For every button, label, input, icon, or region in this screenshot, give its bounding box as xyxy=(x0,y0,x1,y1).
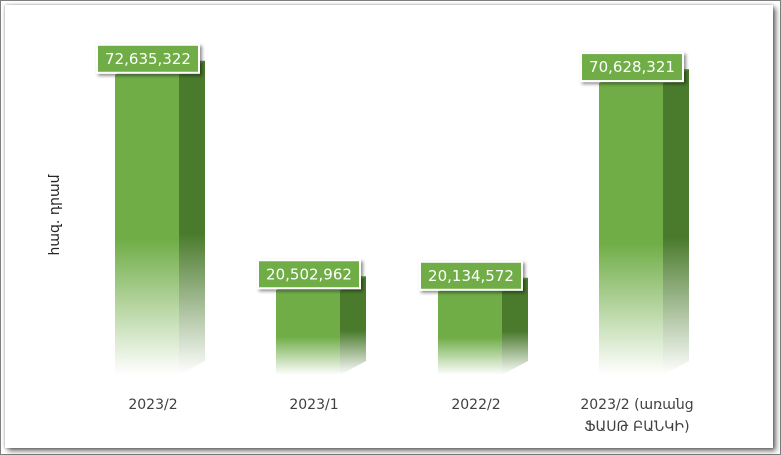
bar-front-2 xyxy=(276,290,340,375)
x-tick-label-3: 2022/2 xyxy=(451,397,500,413)
x-tick-line: 2022/2 xyxy=(451,397,500,413)
data-label-text-1: 72,635,322 xyxy=(105,50,191,68)
data-label-4: 70,628,321 xyxy=(580,52,684,83)
chart-area: հազ. դրամ 72,635,322 20,502,962 20,134,572… xyxy=(5,5,773,448)
x-tick-label-4: 2023/2 (առանց ՖԱՍԹ ԲԱՆԿԻ) xyxy=(580,397,693,435)
bar-side-4 xyxy=(663,69,689,375)
x-tick-label-2: 2023/1 xyxy=(289,397,338,413)
bars-group xyxy=(115,60,689,376)
data-label-3: 20,134,572 xyxy=(419,260,523,291)
data-label-text-4: 70,628,321 xyxy=(589,58,675,76)
data-label-box-1 xyxy=(96,43,200,74)
data-label-2: 20,502,962 xyxy=(257,259,361,290)
x-tick-line: 2023/2 (առանց xyxy=(580,397,693,413)
x-tick-labels-group: 2023/2 2023/1 2022/2 2023/2 (առանց ՖԱՍԹ ԲԱՆԿ… xyxy=(128,397,693,435)
bar-side-1 xyxy=(179,60,205,376)
y-axis-label: հազ. դրամ xyxy=(47,173,63,255)
bar-3 xyxy=(438,277,528,375)
x-tick-label-1: 2023/2 xyxy=(128,397,177,413)
data-labels-group: 72,635,322 20,502,962 20,134,572 70,628,321 xyxy=(96,43,684,291)
x-tick-line: 2023/1 xyxy=(289,397,338,413)
data-label-text-2: 20,502,962 xyxy=(266,265,352,283)
bar-1 xyxy=(115,60,205,376)
bar-side-3 xyxy=(502,277,528,375)
bar-side-2 xyxy=(340,276,366,375)
data-label-text-3: 20,134,572 xyxy=(428,267,514,285)
bar-front-1 xyxy=(115,74,179,376)
data-label-box-4 xyxy=(580,52,684,83)
bar-2 xyxy=(276,276,366,375)
x-tick-line: 2023/2 xyxy=(128,397,177,413)
bar-front-3 xyxy=(438,291,502,375)
bar-4 xyxy=(599,69,689,375)
data-label-1: 72,635,322 xyxy=(96,43,200,74)
bar-front-4 xyxy=(599,83,663,375)
data-label-box-2 xyxy=(257,259,361,290)
data-label-box-3 xyxy=(419,260,523,291)
x-tick-line: ՖԱՍԹ ԲԱՆԿԻ) xyxy=(584,419,689,435)
bar-chart: հազ. դրամ 72,635,322 20,502,962 20,134,572… xyxy=(47,43,694,435)
